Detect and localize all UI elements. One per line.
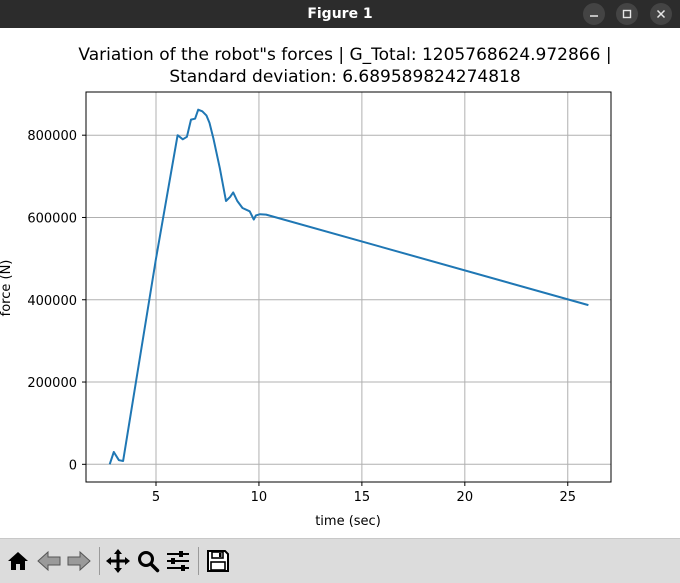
move-icon bbox=[106, 549, 130, 573]
x-tick-label: 15 bbox=[354, 490, 371, 505]
window-title: Figure 1 bbox=[307, 6, 373, 22]
x-axis-label: time (sec) bbox=[315, 514, 381, 529]
forward-button[interactable] bbox=[65, 546, 93, 576]
x-axis-ticks: 5 10 15 20 25 bbox=[152, 482, 576, 505]
toolbar-separator bbox=[99, 547, 100, 575]
window-titlebar: Figure 1 bbox=[0, 0, 680, 28]
y-tick-label: 400000 bbox=[27, 294, 77, 309]
close-icon bbox=[656, 9, 666, 19]
maximize-icon bbox=[622, 9, 632, 19]
home-icon bbox=[8, 552, 28, 570]
y-tick-label: 200000 bbox=[27, 376, 77, 391]
minimize-icon bbox=[590, 15, 598, 17]
x-tick-label: 25 bbox=[559, 490, 576, 505]
sliders-icon bbox=[167, 551, 189, 571]
figure-canvas[interactable]: 5 10 15 20 25 0 200000 400000 600000 800000 Vari… bbox=[0, 28, 680, 538]
save-button[interactable] bbox=[204, 546, 232, 576]
x-tick-label: 5 bbox=[152, 490, 160, 505]
floppy-disk-icon bbox=[207, 550, 229, 572]
y-tick-label: 0 bbox=[69, 458, 77, 473]
close-button[interactable] bbox=[650, 3, 672, 25]
toolbar-separator bbox=[198, 547, 199, 575]
navigation-toolbar bbox=[0, 538, 680, 583]
chart-title-line-2: Standard deviation: 6.689589824274818 bbox=[169, 67, 520, 87]
zoom-button[interactable] bbox=[134, 546, 162, 576]
subplots-button[interactable] bbox=[164, 546, 192, 576]
gridlines bbox=[86, 92, 611, 482]
x-tick-label: 10 bbox=[251, 490, 268, 505]
y-tick-label: 800000 bbox=[27, 129, 77, 144]
y-axis-ticks: 0 200000 400000 600000 800000 bbox=[27, 129, 86, 473]
y-axis-label: force (N) bbox=[0, 260, 14, 317]
home-button[interactable] bbox=[4, 546, 32, 576]
arrow-left-icon bbox=[37, 550, 61, 572]
magnifier-icon bbox=[138, 551, 160, 573]
maximize-button[interactable] bbox=[616, 3, 638, 25]
chart-title-line-1: Variation of the robot"s forces | G_Tota… bbox=[78, 45, 611, 65]
x-tick-label: 20 bbox=[457, 490, 474, 505]
minimize-button[interactable] bbox=[583, 3, 605, 25]
y-tick-label: 600000 bbox=[27, 211, 77, 226]
series-line-force bbox=[108, 108, 589, 465]
plot-frame bbox=[85, 91, 612, 483]
line-chart: 5 10 15 20 25 0 200000 400000 600000 800000 Vari… bbox=[0, 45, 612, 529]
pan-button[interactable] bbox=[104, 546, 132, 576]
back-button[interactable] bbox=[35, 546, 63, 576]
arrow-right-icon bbox=[67, 550, 91, 572]
